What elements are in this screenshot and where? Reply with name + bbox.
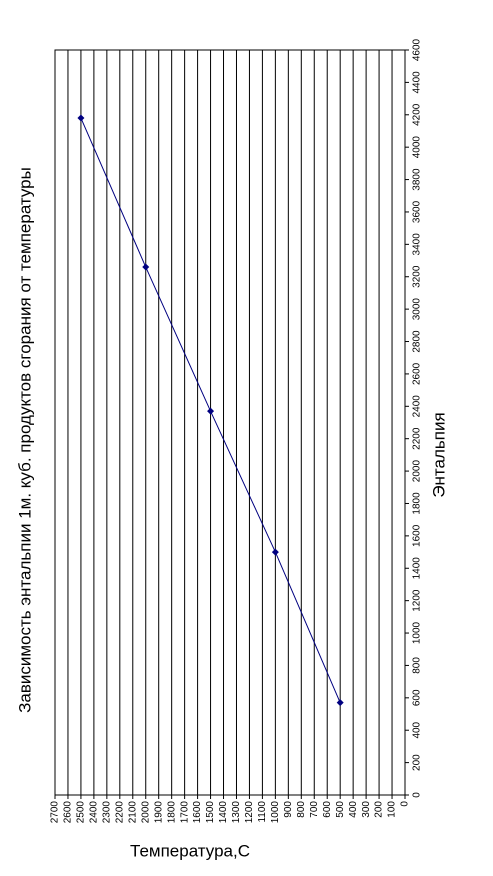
y-tick-label: 3800 xyxy=(412,168,423,191)
x-tick-label: 2100 xyxy=(127,801,138,824)
y-tick-label: 600 xyxy=(412,689,423,706)
y-tick-label: 400 xyxy=(412,721,423,738)
x-tick-label: 2000 xyxy=(140,801,151,824)
x-tick-label: 900 xyxy=(283,801,294,818)
y-tick-label: 0 xyxy=(412,792,423,798)
x-tick-label: 2700 xyxy=(50,801,61,824)
y-tick-label: 1200 xyxy=(412,589,423,612)
data-point xyxy=(271,548,279,556)
x-tick-label: 1300 xyxy=(231,801,242,824)
x-tick-label: 1600 xyxy=(192,801,203,824)
x-tick-label: 1000 xyxy=(270,801,281,824)
x-tick-label: 0 xyxy=(400,801,411,807)
y-tick-label: 2200 xyxy=(412,427,423,450)
x-tick-label: 300 xyxy=(361,801,372,818)
x-tick-label: 100 xyxy=(387,801,398,818)
x-tick-label: 2200 xyxy=(114,801,125,824)
y-tick-label: 4000 xyxy=(412,136,423,159)
x-tick-label: 1100 xyxy=(257,801,268,823)
x-tick-label: 2400 xyxy=(89,801,100,824)
y-tick-label: 1600 xyxy=(412,524,423,547)
data-point xyxy=(336,699,344,707)
y-tick-label: 4200 xyxy=(412,103,423,126)
data-point xyxy=(77,114,85,122)
y-tick-label: 1800 xyxy=(412,492,423,515)
x-tick-label: 400 xyxy=(348,801,359,818)
x-tick-label: 700 xyxy=(309,801,320,818)
y-tick-label: 2800 xyxy=(412,330,423,353)
y-axis-label: Энтальпия xyxy=(429,412,448,497)
x-tick-label: 1200 xyxy=(244,801,255,824)
y-tick-label: 1400 xyxy=(412,557,423,580)
y-tick-label: 2400 xyxy=(412,395,423,418)
x-tick-label: 800 xyxy=(296,801,307,818)
y-tick-label: 3200 xyxy=(412,265,423,288)
data-point xyxy=(142,263,150,271)
y-tick-label: 4400 xyxy=(412,71,423,94)
x-tick-label: 500 xyxy=(335,801,346,818)
plot-area xyxy=(54,49,406,796)
y-tick-label: 3000 xyxy=(412,298,423,321)
x-tick-label: 1800 xyxy=(166,801,177,824)
y-tick-label: 2600 xyxy=(412,362,423,385)
y-tick-label: 1000 xyxy=(412,621,423,644)
x-tick-label: 2500 xyxy=(76,801,87,824)
x-tick-label: 600 xyxy=(322,801,333,818)
y-tick-label: 200 xyxy=(412,754,423,771)
y-tick-label: 3400 xyxy=(412,233,423,256)
x-tick-label: 1400 xyxy=(218,801,229,824)
y-tick-label: 800 xyxy=(412,657,423,674)
y-tick-label: 4600 xyxy=(412,38,423,61)
chart-title: Зависимость энтальпии 1м. куб. продуктов… xyxy=(15,167,34,713)
x-tick-label: 1900 xyxy=(153,801,164,824)
x-tick-label: 200 xyxy=(374,801,385,818)
x-tick-label: 1500 xyxy=(205,801,216,824)
x-tick-label: 1700 xyxy=(179,801,190,824)
x-tick-label: 2600 xyxy=(63,801,74,824)
y-tick-label: 3600 xyxy=(412,200,423,223)
x-axis-label: Температура,С xyxy=(130,841,250,860)
y-tick-label: 2000 xyxy=(412,460,423,483)
data-point xyxy=(207,407,215,415)
x-tick-label: 2300 xyxy=(101,801,112,824)
